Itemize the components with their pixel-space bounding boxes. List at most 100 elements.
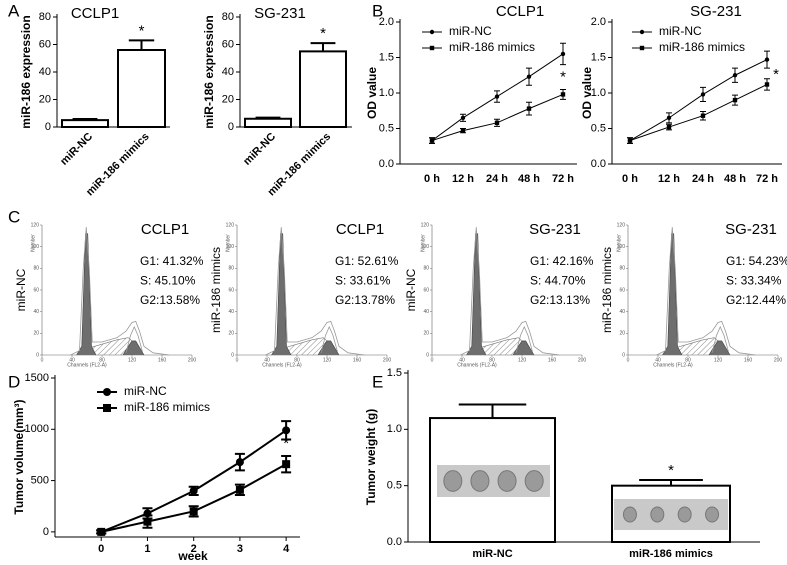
y-tick-label: 1.0 xyxy=(379,87,394,99)
x-axis-label: Channels (FL2-A) xyxy=(457,362,497,368)
x-tick-label: 3 xyxy=(237,543,243,555)
y-tick-label: 120 xyxy=(226,222,235,228)
x-tick-label: 80 xyxy=(489,357,495,363)
y-axis-label: Tumor weight (g) xyxy=(364,409,378,505)
histogram-outline xyxy=(656,227,756,356)
y-tick-label: 120 xyxy=(617,222,626,228)
sample-label: miR-186 mimics xyxy=(600,247,614,333)
histogram-outline xyxy=(711,325,729,353)
annotation: * xyxy=(560,68,566,85)
x-tick-label: 160 xyxy=(548,357,557,363)
point xyxy=(700,113,706,118)
x-tick-label: 0 xyxy=(41,357,44,363)
error-bar xyxy=(128,39,155,50)
y-tick-label: 1.5 xyxy=(387,367,402,379)
y-axis-label: OD value xyxy=(365,67,379,119)
histogram-outline xyxy=(515,325,533,353)
phase-stat: G2:13.13% xyxy=(530,293,590,307)
y-tick-label: 40 xyxy=(33,309,39,315)
x-tick-label: 0 h xyxy=(622,173,638,185)
legend-marker xyxy=(429,45,435,51)
annotation: * xyxy=(668,462,674,479)
y-tick-label: 100 xyxy=(226,244,235,250)
bar xyxy=(117,49,166,128)
legend-marker xyxy=(639,45,645,51)
x-tick-label: 2 xyxy=(191,543,197,555)
x-tick-label: 200 xyxy=(383,357,392,363)
point xyxy=(627,138,633,143)
legend-marker xyxy=(103,388,111,396)
legend-label: miR-NC xyxy=(124,384,167,398)
point xyxy=(560,51,566,57)
phase-stat: G2:12.44% xyxy=(726,293,786,307)
point xyxy=(666,115,672,121)
point xyxy=(732,97,738,103)
point xyxy=(189,486,198,495)
y-axis-label: Number xyxy=(30,234,36,252)
y-tick-label: 60 xyxy=(39,38,51,50)
phase-stat: S: 33.61% xyxy=(335,274,391,288)
y-tick-label: 0 xyxy=(426,352,429,358)
histogram-outline xyxy=(320,325,338,353)
y-axis-label: miR-186 expression xyxy=(19,15,33,128)
x-tick-label: 1 xyxy=(144,543,150,555)
x-tick-label: miR-NC xyxy=(241,131,278,168)
y-tick-label: 20 xyxy=(33,331,39,337)
y-tick-label: 40 xyxy=(619,309,625,315)
y-axis-label: OD value xyxy=(580,67,594,119)
x-tick-label: 0 xyxy=(98,543,104,555)
phase-stat: G1: 41.32% xyxy=(140,254,204,268)
tumor xyxy=(677,506,692,523)
legend-label: miR-NC xyxy=(659,24,702,38)
x-tick-label: 200 xyxy=(578,357,587,363)
point xyxy=(526,74,532,79)
x-tick-label: miR-NC xyxy=(472,548,512,560)
y-tick-label: 0 xyxy=(43,526,49,538)
legend-label: miR-186 mimics xyxy=(659,40,745,54)
y-tick-label: 0.0 xyxy=(379,158,394,170)
y-tick-label: 60 xyxy=(423,287,429,293)
point xyxy=(282,460,291,469)
phase-stat: G1: 54.23% xyxy=(726,254,787,268)
y-tick-label: 80 xyxy=(619,266,625,272)
bar xyxy=(299,50,347,128)
y-tick-label: 0 xyxy=(45,121,51,133)
x-tick-label: miR-186 mimics xyxy=(629,548,713,560)
x-tick-label: 200 xyxy=(188,357,197,363)
legend-label: miR-186 mimics xyxy=(124,400,210,414)
point xyxy=(235,485,244,494)
x-tick-label: 80 xyxy=(685,357,691,363)
tumor xyxy=(443,470,463,492)
panel-letter: D xyxy=(8,372,20,391)
g1-peak xyxy=(271,233,292,356)
chart-title: SG-231 xyxy=(529,221,581,238)
y-tick-label: 80 xyxy=(39,11,51,23)
tumor xyxy=(470,470,490,492)
panel-letter: A xyxy=(8,1,20,20)
x-tick-label: 120 xyxy=(323,357,332,363)
y-tick-label: 0 xyxy=(228,121,234,133)
point xyxy=(460,115,466,121)
y-tick-label: 20 xyxy=(619,331,625,337)
point xyxy=(235,458,244,467)
bar xyxy=(244,117,292,128)
x-tick-label: 40 xyxy=(655,357,661,363)
point xyxy=(494,120,500,126)
y-tick-label: 0.5 xyxy=(591,122,606,134)
x-tick-label: 120 xyxy=(128,357,137,363)
chart-title: CCLP1 xyxy=(496,3,544,20)
chart-title: CCLP1 xyxy=(141,221,189,238)
point xyxy=(282,426,291,435)
panel-letter: C xyxy=(8,207,20,226)
y-tick-label: 0.0 xyxy=(387,536,402,548)
y-axis-label: Number xyxy=(225,234,231,252)
point xyxy=(494,94,500,99)
y-tick-label: 120 xyxy=(421,222,430,228)
x-tick-label: 120 xyxy=(518,357,527,363)
y-tick-label: 80 xyxy=(33,266,39,272)
histogram-outline xyxy=(70,227,170,356)
x-tick-label: 160 xyxy=(158,357,167,363)
tumor xyxy=(650,506,665,523)
x-tick-label: 40 xyxy=(459,357,465,363)
